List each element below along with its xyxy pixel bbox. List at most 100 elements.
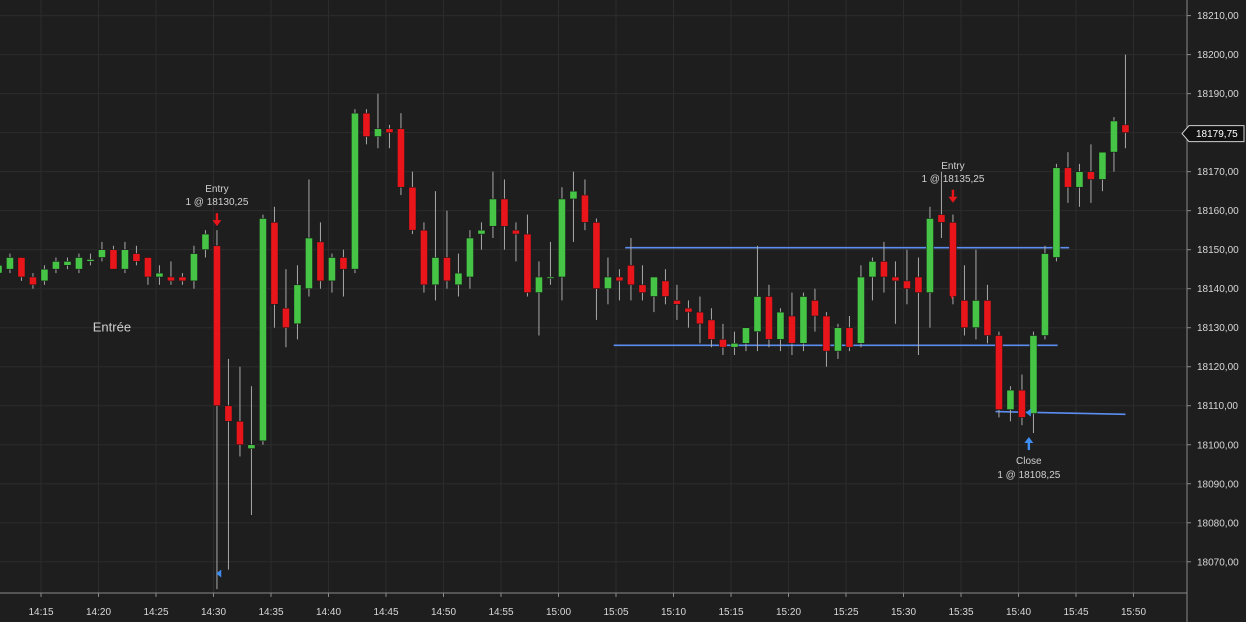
candle-body — [40, 268, 49, 282]
candle-body — [52, 261, 60, 270]
candle-body — [776, 311, 785, 340]
candle — [799, 292, 808, 352]
candle — [696, 296, 704, 344]
execution-marker — [213, 323, 219, 332]
candle — [1041, 245, 1049, 340]
candle — [17, 257, 26, 281]
candle — [1087, 144, 1095, 203]
candle-body — [17, 257, 26, 278]
candle — [489, 171, 497, 238]
candle — [535, 261, 543, 336]
y-tick-label: 18110,00 — [1197, 401, 1238, 412]
candle-body — [995, 335, 1003, 410]
candle-body — [960, 300, 969, 329]
candle — [351, 109, 359, 274]
candle-body — [466, 237, 474, 278]
candle — [477, 222, 486, 250]
candle-body — [328, 257, 336, 282]
candle — [121, 241, 129, 274]
candle — [1121, 54, 1130, 149]
candle-body — [1064, 167, 1072, 188]
candle — [845, 316, 854, 352]
candle-body — [742, 327, 750, 344]
candle-body — [650, 276, 658, 297]
candle — [765, 284, 773, 348]
candle-body — [270, 222, 279, 305]
y-tick-label: 18100,00 — [1197, 440, 1239, 451]
candle-body — [788, 315, 796, 344]
candle — [995, 331, 1003, 418]
candle — [247, 386, 256, 515]
candle-body — [1087, 171, 1095, 180]
candle — [730, 331, 739, 356]
candle-body — [765, 296, 773, 340]
x-tick-label: 14:25 — [143, 607, 168, 618]
candle — [788, 292, 796, 356]
candle — [408, 171, 417, 235]
candle — [880, 241, 888, 293]
candle — [293, 265, 302, 340]
candle-body — [339, 257, 348, 270]
candle-body — [305, 237, 313, 289]
candle-body — [638, 284, 647, 293]
x-tick-label: 15:10 — [661, 607, 686, 618]
candle-body — [1029, 335, 1038, 414]
candle-body — [627, 264, 635, 286]
candle — [1064, 152, 1072, 203]
candle-body — [857, 276, 865, 344]
candle — [52, 257, 60, 274]
candle-body — [661, 280, 670, 297]
candle-body — [949, 222, 957, 297]
candle-body — [1018, 389, 1026, 418]
candle-body — [822, 315, 831, 352]
candle — [811, 288, 819, 332]
y-tick-label: 18160,00 — [1197, 206, 1239, 217]
candle — [282, 269, 290, 348]
candle-body — [983, 300, 992, 336]
candle — [857, 265, 865, 348]
candle-body — [282, 307, 290, 329]
candle — [569, 171, 578, 242]
entry-arrow-head — [948, 196, 958, 203]
candle — [581, 179, 589, 231]
candle-body — [75, 257, 83, 270]
candle — [983, 284, 992, 344]
x-tick-label: 15:35 — [948, 607, 973, 618]
execution-marker — [1025, 408, 1031, 417]
chart-label: Entrée — [93, 320, 131, 335]
candle-body — [201, 233, 210, 250]
candle — [132, 245, 141, 266]
candle — [753, 245, 762, 352]
candle-body — [0, 264, 3, 274]
candle-body — [880, 261, 888, 278]
candle — [98, 241, 106, 262]
candle — [684, 300, 693, 328]
candle-body — [845, 327, 854, 348]
candle-body — [834, 327, 842, 352]
trade-markers: Entry 1 @ 18130,25 Entry 1 @ 18135,25 Close 1… — [185, 161, 1061, 578]
close-label: Close — [1016, 456, 1042, 467]
candle — [937, 171, 946, 238]
candle — [236, 366, 244, 457]
candle-body — [799, 296, 808, 344]
x-tick-label: 15:00 — [546, 607, 571, 618]
candle-body — [178, 276, 187, 282]
candle-body — [454, 272, 463, 286]
y-tick-label: 18090,00 — [1197, 479, 1239, 490]
x-tick-label: 15:25 — [833, 607, 858, 618]
candle-body — [512, 229, 520, 235]
y-tick-label: 18120,00 — [1197, 362, 1239, 373]
entry-detail: 1 @ 18130,25 — [185, 197, 248, 208]
candle — [431, 191, 440, 301]
x-tick-label: 14:45 — [373, 607, 398, 618]
candle — [1110, 117, 1118, 172]
candle — [420, 222, 428, 293]
candle-body — [236, 421, 244, 446]
x-tick-label: 15:05 — [603, 607, 628, 618]
candle — [224, 358, 233, 570]
candle — [75, 253, 83, 274]
candle — [949, 214, 957, 305]
candle — [558, 187, 566, 301]
